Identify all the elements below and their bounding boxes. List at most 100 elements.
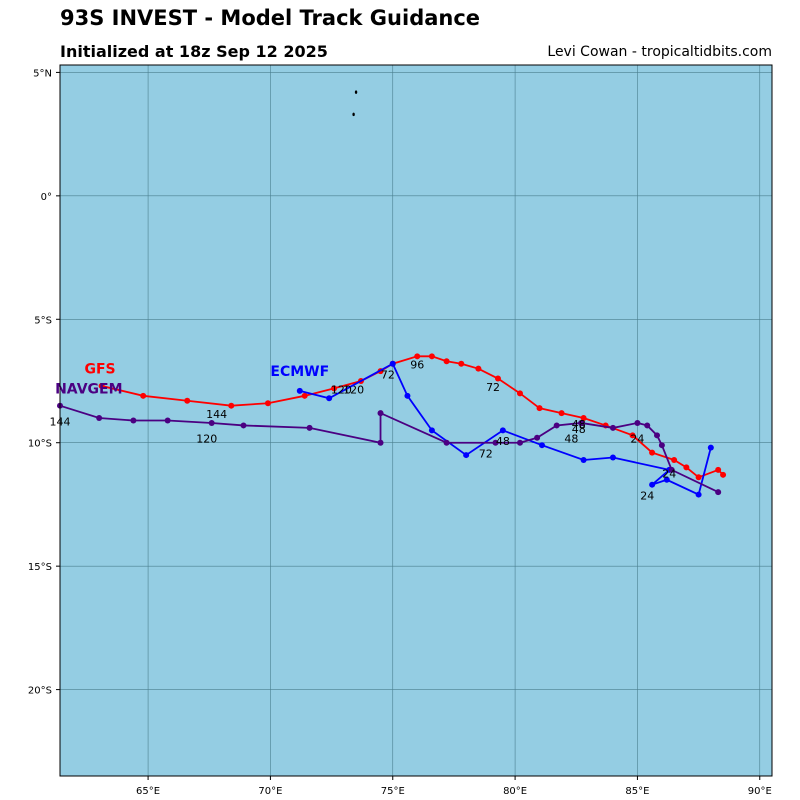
track-point	[164, 417, 171, 424]
track-point	[98, 382, 105, 389]
track-point	[499, 427, 506, 434]
x-tick-label: 65°E	[136, 786, 160, 797]
x-tick-label: 70°E	[258, 786, 282, 797]
track-point	[553, 422, 560, 429]
track-point	[649, 481, 656, 488]
credit-text: Levi Cowan - tropicaltidbits.com	[547, 44, 772, 60]
forecast-hour-label: 96	[410, 359, 424, 372]
track-point	[534, 434, 541, 441]
y-tick-label: 15°S	[28, 562, 52, 573]
y-tick-label: 5°N	[33, 68, 52, 79]
track-point	[428, 353, 435, 360]
y-tick-label: 10°S	[28, 439, 52, 450]
x-tick-label: 80°E	[503, 786, 527, 797]
track-point	[516, 439, 523, 446]
track-point	[695, 491, 702, 498]
track-point	[720, 471, 727, 478]
track-point	[331, 385, 338, 392]
track-point	[609, 454, 616, 461]
track-point	[463, 452, 470, 459]
forecast-hour-label: 48	[572, 423, 586, 436]
forecast-hour-label: 72	[479, 448, 493, 461]
track-point	[644, 422, 651, 429]
track-point	[539, 442, 546, 449]
y-tick-label: 20°S	[28, 686, 52, 697]
track-point	[404, 392, 411, 399]
track-point	[658, 442, 665, 449]
y-tick-label: 5°S	[34, 315, 52, 326]
forecast-hour-label: 24	[630, 433, 644, 446]
y-tick-label: 0°	[41, 192, 52, 203]
track-point	[715, 466, 722, 473]
track-point	[377, 410, 384, 417]
track-point	[671, 457, 678, 463]
track-line	[101, 355, 724, 479]
track-point	[475, 365, 482, 372]
track-point	[649, 449, 656, 456]
track-point	[414, 353, 421, 360]
track-point	[428, 427, 435, 434]
track-point	[208, 419, 215, 426]
track-point	[296, 387, 303, 394]
forecast-hour-label: 24	[640, 490, 654, 503]
track-point	[558, 410, 565, 417]
track-point	[240, 422, 247, 429]
forecast-hour-label: 48	[564, 433, 578, 446]
track-point	[516, 390, 523, 397]
track-point	[634, 419, 641, 426]
forecast-hour-label: 24	[662, 467, 676, 480]
island	[354, 90, 358, 94]
forecast-hour-label: 72	[486, 381, 500, 394]
track-point	[377, 439, 384, 446]
track-point	[184, 397, 191, 404]
model-name-label: GFS	[84, 362, 115, 378]
track-point	[389, 360, 396, 367]
track-point	[96, 415, 103, 422]
track-point	[668, 466, 675, 473]
forecast-hour-label: 120	[331, 383, 352, 396]
track-point	[629, 432, 636, 439]
track-point	[443, 439, 450, 446]
model-name-label: NAVGEM	[55, 381, 122, 397]
forecast-hour-label: 120	[196, 433, 217, 446]
track-point	[492, 439, 499, 446]
map-frame	[59, 64, 773, 777]
axis-ticks: 65°E 70°E 75°E 80°E 85°E 90°E 5°N 0° 5°S 10°S 15°S…	[28, 68, 772, 797]
track-point	[264, 400, 271, 407]
track-point	[306, 424, 313, 431]
forecast-hour-label: 48	[496, 435, 510, 448]
forecast-hour-label: 72	[381, 369, 395, 382]
track-point	[707, 444, 714, 451]
track-point	[578, 419, 585, 426]
track-point	[494, 375, 501, 382]
model-name-label: ECMWF	[270, 364, 329, 380]
track-point	[695, 474, 702, 481]
island	[352, 112, 355, 117]
track-point	[458, 360, 465, 367]
track-point	[130, 417, 137, 424]
track-point	[536, 405, 543, 412]
map-title: 93S INVEST - Model Track Guidance	[60, 6, 481, 30]
islands	[352, 90, 358, 117]
x-tick-label: 75°E	[381, 786, 405, 797]
map-subtitle: Initialized at 18z Sep 12 2025	[60, 42, 328, 61]
track-point	[683, 464, 690, 471]
track-point	[654, 432, 661, 439]
track-point	[228, 402, 235, 409]
x-tick-label: 85°E	[625, 786, 649, 797]
track-point	[443, 358, 450, 365]
track-point	[580, 457, 587, 463]
track-point	[326, 395, 333, 402]
forecast-hour-label: 48	[572, 418, 586, 431]
track-point	[663, 476, 670, 483]
track-point	[609, 424, 616, 431]
track-point	[140, 392, 147, 399]
model-tracks: 24487296120144GFS24487272120ECMWF2448481…	[50, 353, 727, 503]
track-point	[715, 489, 722, 496]
track-line	[59, 404, 719, 493]
track-point	[301, 392, 308, 399]
